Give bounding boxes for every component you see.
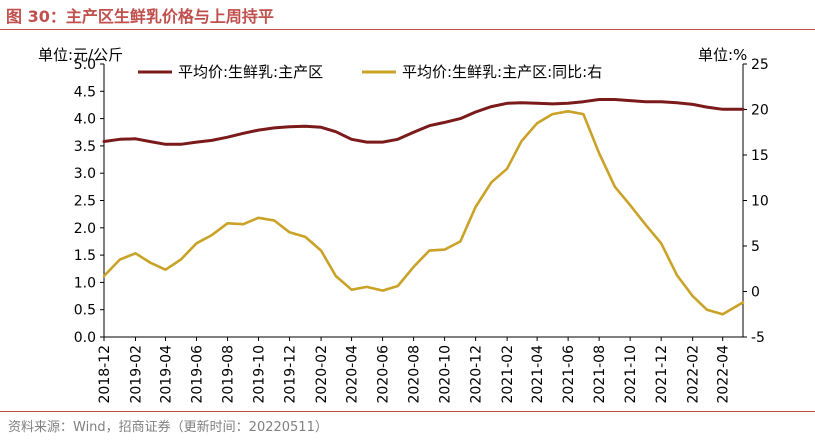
x-tick-label: 2021-12 — [654, 345, 670, 404]
x-tick-label: 2021-02 — [500, 345, 516, 404]
x-tick-label: 2021-10 — [623, 345, 639, 404]
title-rule — [0, 29, 815, 30]
axes: 0.0 0.5 1.0 1.5 2.0 2.5 3.0 3.5 4.0 4.5 5.0 -5 0 5 10 1… — [74, 57, 769, 404]
right-tick-label: 5 — [751, 239, 760, 255]
x-tick-label: 2020-12 — [469, 345, 485, 404]
right-tick-label: 15 — [751, 148, 769, 164]
left-tick-label: 5.0 — [74, 57, 96, 73]
left-tick-label: 1.5 — [74, 248, 96, 264]
source-note: 资料来源：Wind，招商证券（更新时间：20220511） — [8, 420, 328, 435]
x-tick-label: 2020-06 — [376, 345, 392, 404]
x-tick-label: 2021-04 — [530, 345, 546, 404]
series-line-yoy — [102, 110, 745, 316]
x-tick-label: 2019-12 — [283, 345, 299, 404]
series-line-price — [102, 98, 745, 146]
left-axis-unit: 单位:元/公斤 — [38, 46, 123, 64]
footer-rule — [0, 411, 815, 412]
left-tick-label: 1.0 — [74, 275, 96, 291]
series-layer — [102, 98, 745, 316]
x-tick-label: 2020-10 — [438, 345, 454, 404]
x-tick-label: 2019-08 — [221, 345, 237, 404]
x-tick-label: 2020-08 — [407, 345, 423, 404]
x-tick-label: 2019-06 — [190, 345, 206, 404]
left-tick-label: 4.0 — [74, 112, 96, 128]
x-tick-label: 2022-04 — [716, 345, 732, 404]
right-tick-label: 20 — [751, 103, 769, 119]
left-tick-label: 2.5 — [74, 194, 96, 210]
right-tick-label: 0 — [751, 285, 760, 301]
x-tick-label: 2021-08 — [592, 345, 608, 404]
left-tick-label: 2.0 — [74, 221, 96, 237]
x-tick-label: 2021-06 — [561, 345, 577, 404]
figure-title: 图 30：主产区生鲜乳价格与上周持平 — [6, 7, 274, 26]
x-tick-label: 2020-04 — [345, 345, 361, 404]
x-tick-label: 2018-12 — [97, 345, 113, 404]
x-tick-label: 2020-02 — [314, 345, 330, 404]
right-axis-unit: 单位:% — [698, 46, 747, 64]
left-tick-label: 4.5 — [74, 84, 96, 100]
x-tick-label: 2022-02 — [686, 345, 702, 404]
legend-label: 平均价:生鲜乳:主产区:同比:右 — [402, 63, 602, 81]
x-tick-label: 2019-02 — [129, 345, 145, 404]
left-tick-label: 3.0 — [74, 166, 96, 182]
legend: 平均价:生鲜乳:主产区 平均价:生鲜乳:主产区:同比:右 — [138, 63, 602, 81]
x-tick-label: 2019-10 — [252, 345, 268, 404]
left-tick-label: 0.5 — [74, 303, 96, 319]
right-tick-label: 10 — [751, 194, 769, 210]
legend-label: 平均价:生鲜乳:主产区 — [178, 63, 323, 81]
x-tick-label: 2019-04 — [159, 345, 175, 404]
right-tick-label: -5 — [751, 330, 765, 346]
left-tick-label: 0.0 — [74, 330, 96, 346]
right-tick-label: 25 — [751, 57, 769, 73]
left-tick-label: 3.5 — [74, 139, 96, 155]
